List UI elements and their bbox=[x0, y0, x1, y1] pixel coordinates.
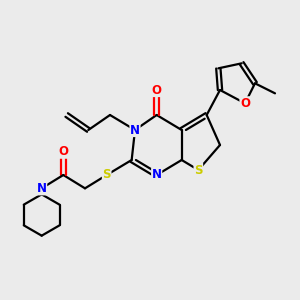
Text: O: O bbox=[152, 83, 162, 97]
Text: O: O bbox=[240, 97, 250, 110]
Text: S: S bbox=[102, 169, 111, 182]
Text: N: N bbox=[130, 124, 140, 136]
Text: N: N bbox=[152, 169, 162, 182]
Text: S: S bbox=[194, 164, 202, 176]
Text: O: O bbox=[58, 145, 68, 158]
Text: N: N bbox=[37, 182, 47, 195]
